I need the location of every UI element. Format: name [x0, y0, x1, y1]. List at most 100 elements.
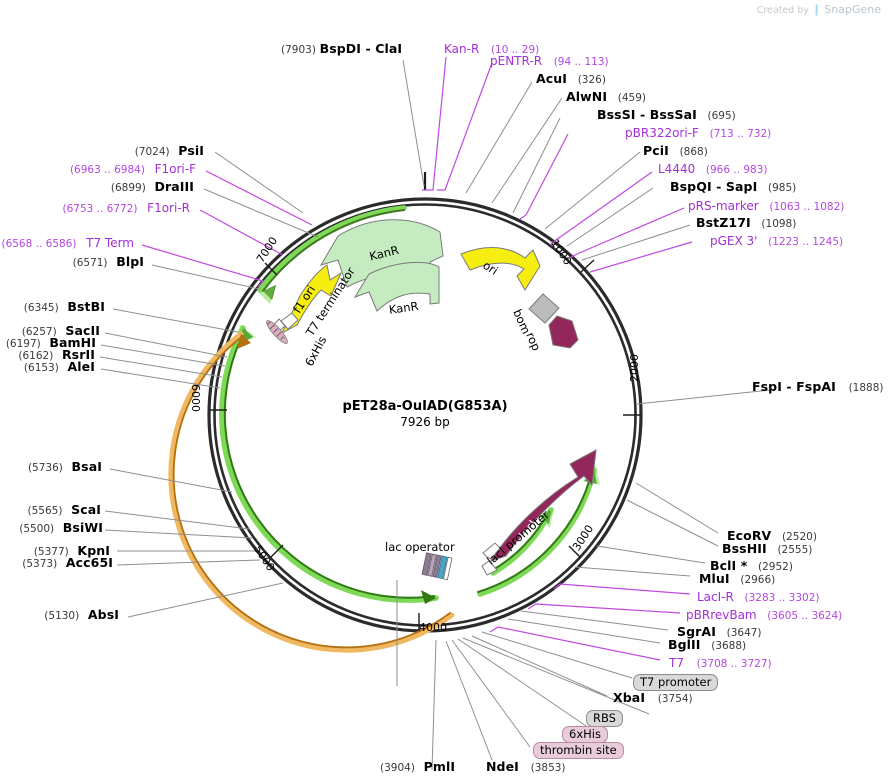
label-scai: (5565) ScaI [0, 502, 101, 517]
label-fspi-fspai: FspI - FspAI (1888) [752, 380, 884, 394]
label-feature: LacI-R [697, 590, 734, 604]
label-range: (6568 .. 6586) [1, 238, 77, 250]
label-bamhi: (6197) BamHI [0, 335, 96, 350]
label-bsiwi: (5500) BsiWI [0, 521, 103, 535]
label-pos: (5565) [27, 505, 63, 517]
label-pos: (985) [767, 182, 797, 194]
label-alwni: AlwNI (459) [566, 89, 647, 104]
label-enzyme: AcuI [536, 71, 568, 86]
label-pos: (5500) [19, 523, 55, 535]
label-enzyme: Acc65I [65, 555, 113, 570]
label-bsai: (5736) BsaI [0, 460, 102, 474]
label-bsshii: BssHII (2555) [722, 541, 813, 556]
label-pos: (1098) [761, 218, 797, 230]
label-enzyme: DraIII [154, 179, 194, 194]
tick-label-6000: 6000 [189, 384, 202, 412]
label-range: (713 .. 732) [709, 128, 772, 140]
label-bstz17i: BstZ17I (1098) [696, 215, 797, 230]
label-pos: (6571) [72, 257, 108, 269]
label-feature: T7 Term [86, 236, 134, 250]
label-enzyme: PsiI [178, 143, 204, 158]
label-pos: (5377) [33, 546, 69, 558]
label-t7: T7 (3708 .. 3727) [669, 657, 772, 670]
label-pos: (5130) [44, 610, 80, 622]
tick-label-2000: 2000 [628, 354, 641, 382]
label-enzyme: MluI [699, 571, 730, 586]
label-range: (3605 .. 3624) [767, 610, 843, 622]
label-pos: (6197) [5, 338, 41, 350]
label-range: (966 .. 983) [705, 164, 768, 176]
label-feature: pGEX 3' [710, 234, 758, 248]
label-feature: F1ori-F [154, 162, 196, 176]
label-pmli: (3904) PmlI [380, 759, 456, 774]
label-feature: T7 [669, 656, 684, 670]
label-pgex-3prime: pGEX 3' (1223 .. 1245) [710, 235, 843, 248]
label-pos: (2966) [740, 574, 776, 586]
label-feature: pBR322ori-F [625, 126, 699, 140]
label-rsrii: (6162) RsrII [0, 348, 95, 362]
label-absi: (5130) AbsI [0, 607, 119, 622]
label-bsssi-bsssai: BssSI - BssSaI (695) [597, 107, 736, 122]
label-enzyme: SgrAI [677, 624, 716, 639]
label-f1ori-r: (6753 .. 6772) F1ori-R [0, 202, 190, 215]
label-enzyme: ScaI [71, 502, 101, 517]
label-enzyme: PciI [643, 143, 669, 158]
label-pos: (5373) [22, 558, 58, 570]
label-enzyme: AbsI [87, 607, 119, 622]
label-feature: pENTR-R [490, 54, 543, 68]
label-pbrrevbam: pBRrevBam (3605 .. 3624) [686, 609, 842, 622]
label-enzyme: EcoRV [727, 528, 772, 543]
label-laci-r: LacI-R (3283 .. 3302) [697, 591, 820, 604]
label-t7-term: (6568 .. 6586) T7 Term [0, 237, 134, 250]
label-pos: (3853) [530, 762, 566, 774]
label-enzyme: BssHII [722, 541, 767, 556]
label-pos: (2952) [758, 561, 793, 573]
watermark-brand: SnapGene [824, 3, 881, 16]
label-range: (3708 .. 3727) [696, 658, 772, 670]
label-draiii: (6899) DraIII [0, 179, 194, 194]
label-l4440: L4440 (966 .. 983) [658, 163, 768, 176]
label-blpi: (6571) BlpI [0, 255, 144, 269]
label-enzyme: AlwNI [566, 89, 608, 104]
label-pos: (2520) [782, 531, 817, 543]
label-enzyme: BssSI - BssSaI [597, 107, 697, 122]
label-pbr322ori-f: pBR322ori-F (713 .. 732) [625, 127, 771, 140]
label-enzyme: BclI * [710, 558, 748, 573]
label-feature: Kan-R [444, 42, 480, 56]
label-range: (10 .. 29) [490, 44, 540, 56]
plasmid-size: 7926 bp [400, 415, 450, 429]
label-enzyme: BstBI [67, 299, 105, 314]
label-pentr-r: pENTR-R (94 .. 113) [490, 55, 609, 68]
label-range: (6753 .. 6772) [62, 203, 138, 215]
label-enzyme: AleI [67, 359, 95, 374]
label-pos: (6899) [110, 182, 146, 194]
label-ndei: NdeI (3853) [486, 760, 566, 774]
label-enzyme: PmlI [423, 759, 456, 774]
label-pos: (868) [679, 146, 708, 158]
label-range: (94 .. 113) [553, 56, 609, 68]
label-sacii: (6257) SacII [0, 324, 100, 338]
label-acui: AcuI (326) [536, 71, 606, 86]
box-label-rbs: RBS [586, 710, 623, 727]
label-sgrai: SgrAI (3647) [677, 624, 762, 639]
watermark: Created by ❙ SnapGene [757, 3, 881, 16]
label-pos: (695) [707, 110, 736, 122]
label-pos: (1888) [848, 382, 884, 394]
label-enzyme: BstZ17I [696, 215, 751, 230]
label-xbai: XbaI (3754) [613, 691, 693, 705]
label-pos: (326) [577, 74, 606, 86]
box-label-thrombin-site: thrombin site [533, 742, 624, 759]
label-pos: (6257) [21, 326, 57, 338]
label-enzyme: BamHI [49, 335, 96, 350]
label-feature: pBRrevBam [686, 608, 757, 622]
label-pos: (5736) [27, 462, 63, 474]
label-feature: pRS-marker [688, 199, 759, 213]
label-pos: (2555) [777, 544, 813, 556]
label-kpni: (5377) KpnI [0, 544, 110, 558]
label-feature: F1ori-R [147, 201, 190, 215]
label-pos: (6162) [18, 350, 54, 362]
label-prs-marker: pRS-marker (1063 .. 1082) [688, 200, 844, 213]
box-label-6xhis: 6xHis [562, 726, 608, 743]
label-pos: (459) [617, 92, 647, 104]
